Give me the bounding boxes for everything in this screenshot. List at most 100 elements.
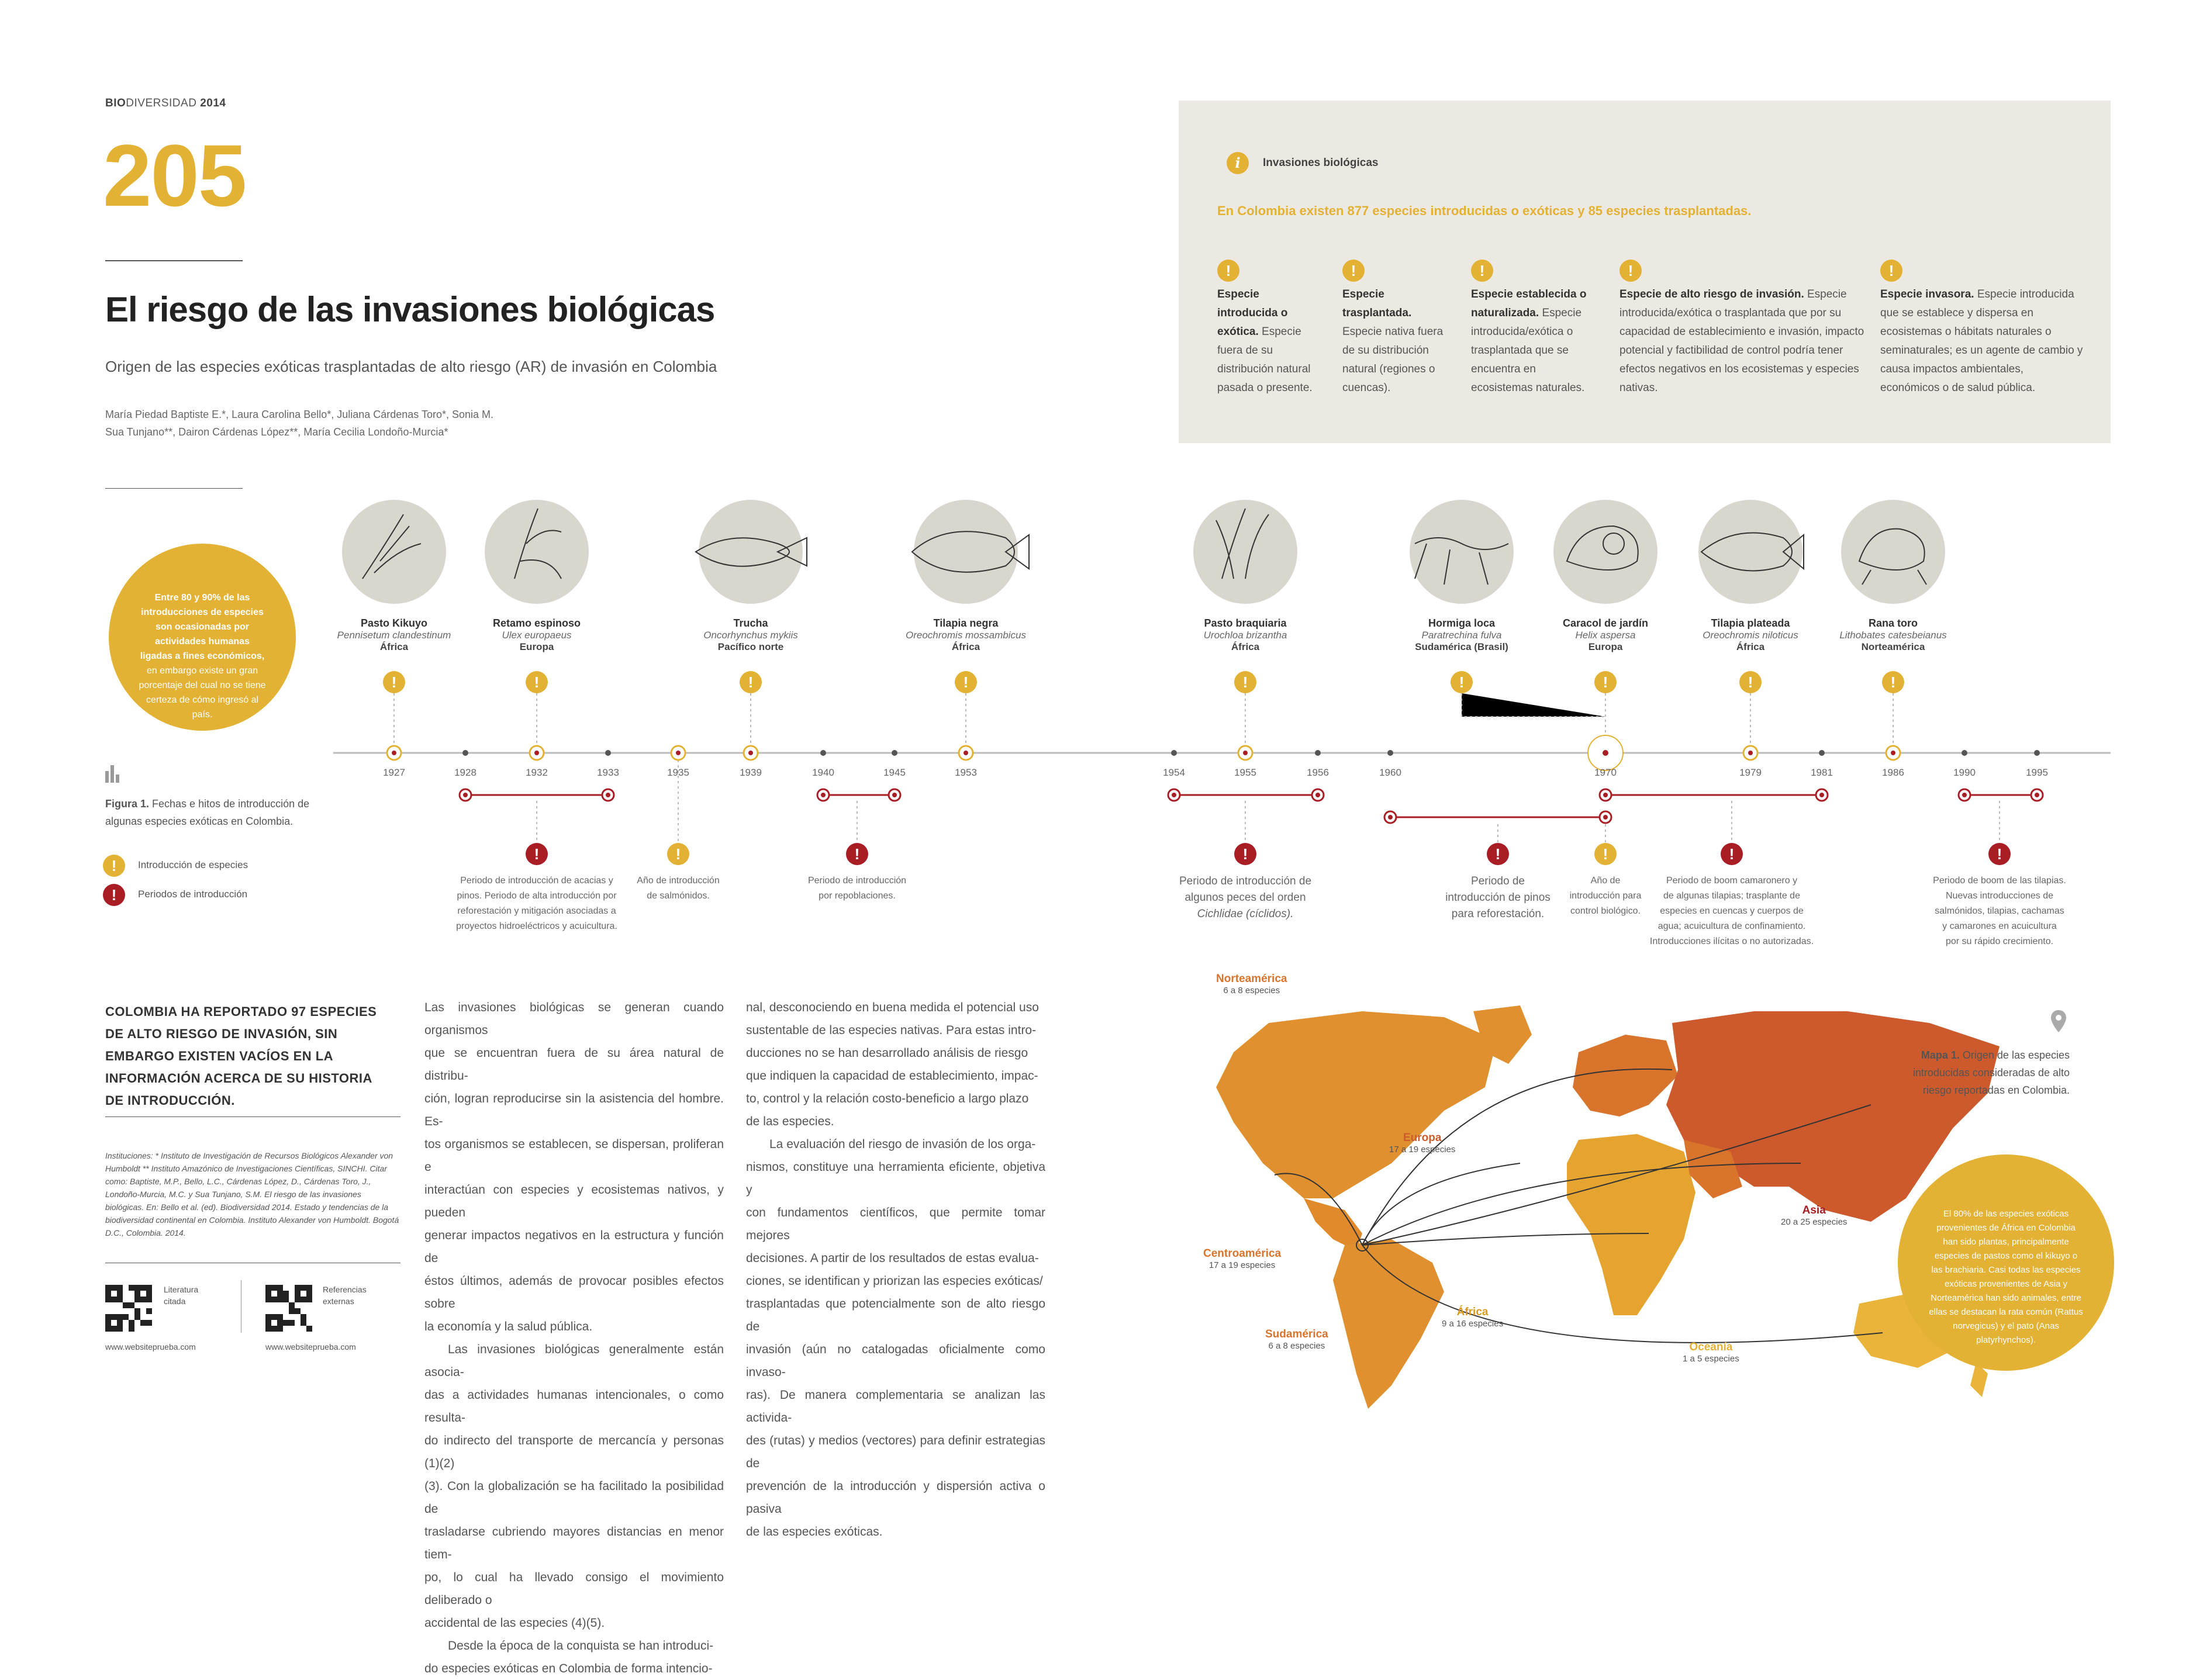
qr-label: Literatura citada bbox=[164, 1285, 199, 1306]
map-new-zealand bbox=[1970, 1362, 1988, 1397]
species-introduction-icon: ! bbox=[383, 671, 405, 693]
legend-species: Introducción de especies bbox=[138, 859, 248, 870]
qr-code[interactable] bbox=[265, 1285, 312, 1335]
species-label: Pasto Kikuyo Pennisetum clandestinum Áfric… bbox=[337, 617, 451, 652]
world-map bbox=[1216, 1005, 2000, 1409]
year-label: 1970 bbox=[1594, 767, 1617, 778]
map-label-asia: Asia 20 a 25 especies bbox=[1781, 1204, 1848, 1227]
info-heading: Invasiones biológicas bbox=[1263, 157, 1379, 169]
map-label-oceania: Oceanía 1 a 5 especies bbox=[1683, 1341, 1739, 1364]
legend-periods: Periodos de introducción bbox=[138, 889, 248, 900]
year-label: 1939 bbox=[740, 767, 762, 778]
definition-1: ! Especie introducida o exótica. Especie… bbox=[1217, 260, 1317, 397]
species-introduction-icon: ! bbox=[1451, 671, 1473, 693]
year-label: 1928 bbox=[454, 767, 476, 778]
definition-2: ! Especie trasplantada. Especie nativa f… bbox=[1342, 260, 1448, 397]
definition-5: ! Especie invasora. Especie introducida … bbox=[1880, 260, 2085, 397]
year-label: 1940 bbox=[812, 767, 834, 778]
map-north-america bbox=[1216, 1011, 1497, 1198]
year-label: 1990 bbox=[1953, 767, 1976, 778]
timeline-note: Periodo de boom de las tilapias. Nuevas i… bbox=[1933, 876, 2066, 946]
species-introduction-icon: ! bbox=[955, 671, 977, 693]
period-introduction-icon: ! bbox=[846, 843, 868, 865]
page-number: 205 bbox=[103, 126, 247, 224]
divider bbox=[105, 1116, 400, 1117]
map-central-america bbox=[1304, 1198, 1362, 1251]
year-label: 1955 bbox=[1234, 767, 1256, 778]
year-label: 1981 bbox=[1811, 767, 1833, 778]
map-label-central-america: Centroamérica 17 a 19 especies bbox=[1203, 1247, 1282, 1270]
year-label: 1995 bbox=[2026, 767, 2048, 778]
info-headline: En Colombia existen 877 especies introdu… bbox=[1217, 203, 1752, 218]
species-label: Caracol de jardín Helix aspersa Europa bbox=[1562, 617, 1649, 652]
period-introduction-icon: ! bbox=[1487, 843, 1509, 865]
period-introduction-icon: ! bbox=[1234, 843, 1256, 865]
callout: COLOMBIA HA REPORTADO 97 ESPECIES DE ALT… bbox=[105, 1004, 377, 1108]
species-label: Hormiga loca Paratrechina fulva Sudamérica… bbox=[1415, 617, 1508, 652]
timeline-note: Periodo de boom camaronero y de algunas t… bbox=[1649, 876, 1814, 946]
timeline-note: Periodo de introducción de algunos peces … bbox=[1179, 875, 1312, 920]
species-introduction-icon: ! bbox=[526, 671, 548, 693]
exclamation-icon: ! bbox=[1342, 260, 1365, 282]
page-title: El riesgo de las invasiones biológicas bbox=[105, 290, 715, 329]
map-circle-note: El 80% de las especies exóticas provenie… bbox=[1898, 1154, 2114, 1371]
year-label: 1932 bbox=[526, 767, 548, 778]
map-middle-east bbox=[1684, 1140, 1742, 1198]
species-introduction-icon: ! bbox=[1739, 671, 1762, 693]
info-icon: i bbox=[1227, 152, 1249, 174]
map-label-north-america: Norteamérica 6 a 8 especies bbox=[1216, 973, 1287, 995]
timeline-note: Año de introducción de salmónidos. bbox=[637, 876, 720, 901]
period-introduction-icon: ! bbox=[1988, 843, 2011, 865]
map-south-america bbox=[1333, 1239, 1444, 1409]
year-label: 1960 bbox=[1379, 767, 1401, 778]
species-introduction-icon: ! bbox=[740, 671, 762, 693]
definition-3: ! Especie establecida o naturalizada. Es… bbox=[1471, 260, 1594, 397]
body-column-1: Las invasiones biológicas se generan cua… bbox=[424, 1001, 724, 1675]
species-label: Pasto braquiaria Urochloa brizantha África bbox=[1203, 617, 1287, 652]
species-introduction-icon: ! bbox=[1594, 671, 1617, 693]
exclamation-icon: ! bbox=[1880, 260, 1902, 282]
species-introduction-icon: ! bbox=[1882, 671, 1904, 693]
qr-code[interactable] bbox=[105, 1285, 152, 1335]
intro-circle: Entre 80 y 90% de las introducciones de … bbox=[109, 544, 296, 731]
year-label: 1935 bbox=[667, 767, 689, 778]
map-caption: Mapa 1. Origen de las especies introduci… bbox=[1912, 1049, 2070, 1096]
species-introduction-icon: ! bbox=[1594, 843, 1617, 865]
species-introduction-icon: ! bbox=[1234, 671, 1256, 693]
map-label-south-america: Sudamérica 6 a 8 especies bbox=[1265, 1328, 1328, 1351]
exclamation-icon: ! bbox=[1471, 260, 1493, 282]
definition-4: ! Especie de alto riesgo de invasión. Es… bbox=[1619, 260, 1865, 397]
institutions: Instituciones: * Instituto de Investigac… bbox=[105, 1151, 399, 1237]
species-label: Trucha Oncorhynchus mykiis Pacífico norte bbox=[703, 617, 798, 652]
qr-label: Referencias externas bbox=[323, 1285, 367, 1306]
timeline-note: Periodo de introducción por repoblaciones… bbox=[807, 876, 907, 901]
body-column-2: nal, desconociendo en buena medida el po… bbox=[746, 1001, 1045, 1539]
map-africa bbox=[1567, 1134, 1696, 1315]
timeline-note: Periodo de introducción de pinos para refo… bbox=[1445, 875, 1551, 920]
period-introduction-icon: ! bbox=[526, 843, 548, 865]
map-europe bbox=[1573, 1035, 1678, 1116]
chart-icon bbox=[105, 763, 120, 786]
year-label: 1954 bbox=[1163, 767, 1185, 778]
period-introduction-icon: ! bbox=[103, 884, 125, 906]
info-box: i Invasiones biológicas En Colombia exis… bbox=[1179, 101, 2111, 443]
divider bbox=[105, 488, 243, 489]
authors: María Piedad Baptiste E.*, Laura Carolin… bbox=[105, 409, 494, 438]
species-introduction-icon: ! bbox=[667, 843, 689, 865]
year-label: 1927 bbox=[383, 767, 405, 778]
figure-caption: Figura 1. Fechas e hitos de introducción… bbox=[105, 798, 310, 827]
qr-url[interactable]: www.websiteprueba.com bbox=[265, 1342, 356, 1351]
species-illustrations bbox=[342, 500, 1945, 604]
map-greenland bbox=[1473, 1005, 1532, 1064]
timeline-note: Periodo de introducción de acacias y pino… bbox=[456, 876, 617, 931]
timeline-note: Año de introducción para control biológico… bbox=[1569, 876, 1642, 916]
year-label: 1986 bbox=[1882, 767, 1904, 778]
species-label: Rana toro Lithobates catesbeianus Norteamé… bbox=[1839, 617, 1947, 652]
exclamation-icon: ! bbox=[1217, 260, 1239, 282]
species-label: Tilapia negra Oreochromis mossambicus Áfri… bbox=[906, 617, 1026, 652]
year-label: 1953 bbox=[955, 767, 977, 778]
timeline-graphic bbox=[333, 500, 2111, 843]
qr-url[interactable]: www.websiteprueba.com bbox=[105, 1342, 196, 1351]
year-label: 1945 bbox=[883, 767, 906, 778]
divider bbox=[105, 260, 243, 261]
